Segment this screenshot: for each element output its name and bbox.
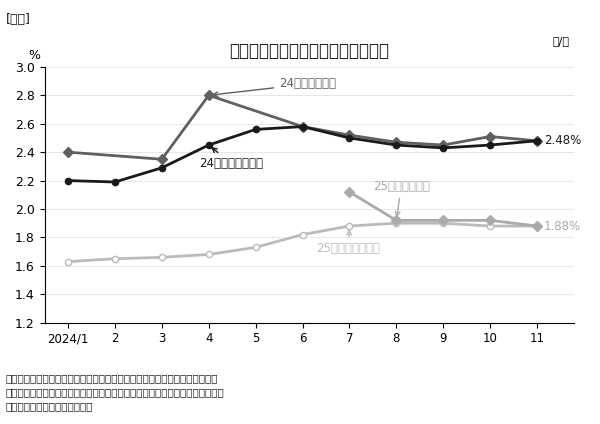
Y-axis label: %: % <box>28 49 40 62</box>
Text: 25年度予測ＥＳＰ: 25年度予測ＥＳＰ <box>317 230 380 255</box>
Text: 年/月: 年/月 <box>553 36 570 46</box>
Text: 25年度予測日銀: 25年度予測日銀 <box>373 180 430 216</box>
Text: 24年度予測日銀: 24年度予測日銀 <box>213 78 336 97</box>
Text: [図表]: [図表] <box>6 13 31 26</box>
Text: 2.48%: 2.48% <box>544 134 581 147</box>
Title: ＣＰＩの予測値　（前年比）の推移: ＣＰＩの予測値 （前年比）の推移 <box>230 42 389 60</box>
Text: 1.88%: 1.88% <box>544 220 581 232</box>
Text: 24年度予測ＥＳＰ: 24年度予測ＥＳＰ <box>199 148 263 170</box>
Text: （注）　ＣＰＩは生鮮食品を除く総合指数。各調査月時点の予測の平均値。
（出所）　ＪＣＥＲ「ＥＳＰフォーキャスト調査」、日銀「経済・物価情勢の
　　　　展望」から: （注） ＣＰＩは生鮮食品を除く総合指数。各調査月時点の予測の平均値。 （出所） … <box>6 373 225 411</box>
